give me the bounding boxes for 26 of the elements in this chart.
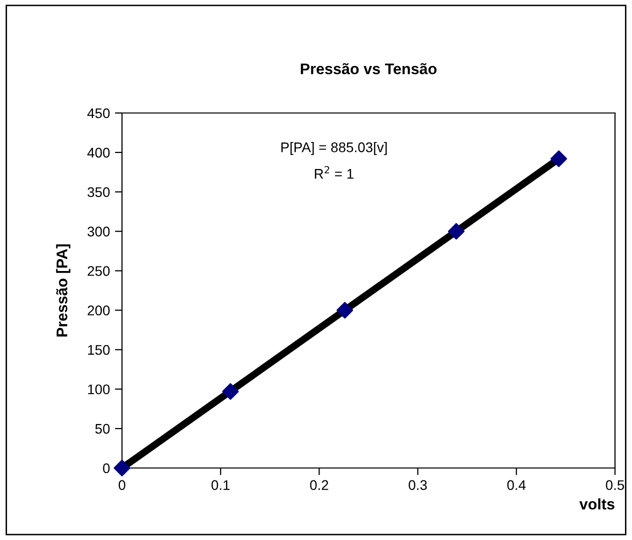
annotation: P[PA] = 885.03[v] [281,142,387,155]
point [222,383,239,400]
x-tick-label: 0.4 [507,480,526,490]
annotation: R$^{2}$ = 1 [314,166,354,179]
y-tick-label: 400 [87,148,110,158]
point [550,150,568,168]
y-tick-label: 200 [88,306,110,316]
x-tick-label: 0.1 [211,480,230,490]
x-tick-label: 0.5 [606,480,624,490]
x-tick-label: 0 [118,480,126,490]
y-tick-label: 350 [88,187,110,198]
point [448,223,465,240]
chart-title: Pressão vs Tensão [300,63,437,74]
y-tick-label: 0 [103,463,110,474]
y-tick-label: 450 [87,108,110,118]
x-tick-label: 0.2 [310,480,328,490]
x-axis-title: volts [579,498,614,510]
y-axis-title: Pressão [PA] [56,244,70,336]
y-tick-label: 250 [88,266,110,276]
point [114,460,130,476]
y-tick-label: 100 [88,384,110,394]
point [336,302,354,319]
y-tick-label: 150 [88,345,110,355]
x-tick-label: 0.3 [408,480,427,490]
y-tick-label: 300 [88,226,110,237]
y-tick-label: 50 [95,424,110,434]
